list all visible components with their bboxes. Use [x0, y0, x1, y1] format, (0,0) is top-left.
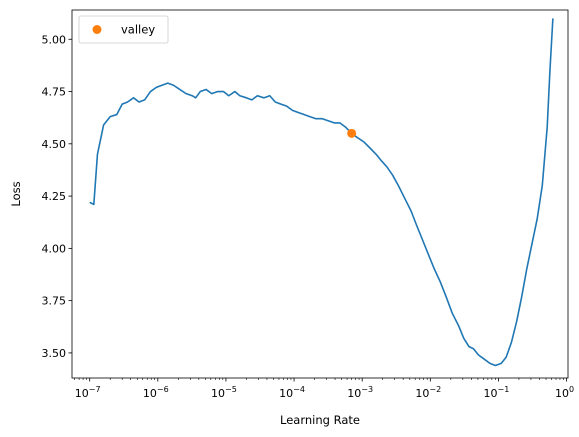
x-tick-label: 10−7 — [75, 385, 101, 400]
y-tick-label: 3.50 — [42, 347, 67, 360]
y-tick-label: 4.25 — [42, 190, 67, 203]
plot-area — [72, 10, 568, 378]
valley-point — [347, 128, 357, 138]
x-tick-label: 10−2 — [415, 385, 441, 400]
x-tick-label: 10−1 — [484, 385, 510, 400]
x-tick-label: 10−5 — [211, 385, 237, 400]
y-tick-label: 4.75 — [42, 86, 67, 99]
x-tick-label: 100 — [555, 385, 574, 400]
legend: valley — [78, 15, 169, 44]
x-tick-label: 10−6 — [143, 385, 169, 400]
loss-curve-0 — [89, 18, 554, 367]
x-tick-label: 10−3 — [347, 385, 373, 400]
legend-valley-marker — [92, 25, 102, 34]
y-tick-label: 4.50 — [42, 138, 67, 151]
y-tick-label: 3.75 — [42, 295, 67, 308]
y-tick-label: 5.00 — [42, 33, 67, 46]
legend-box — [78, 15, 169, 44]
legend-label-valley: valley — [121, 23, 155, 37]
y-tick-label: 4.00 — [42, 242, 67, 255]
x-tick-label: 10−4 — [279, 385, 305, 400]
plot-frame — [71, 9, 569, 379]
x-axis-label: Learning Rate — [280, 413, 360, 427]
y-axis-label: Loss — [9, 181, 23, 206]
